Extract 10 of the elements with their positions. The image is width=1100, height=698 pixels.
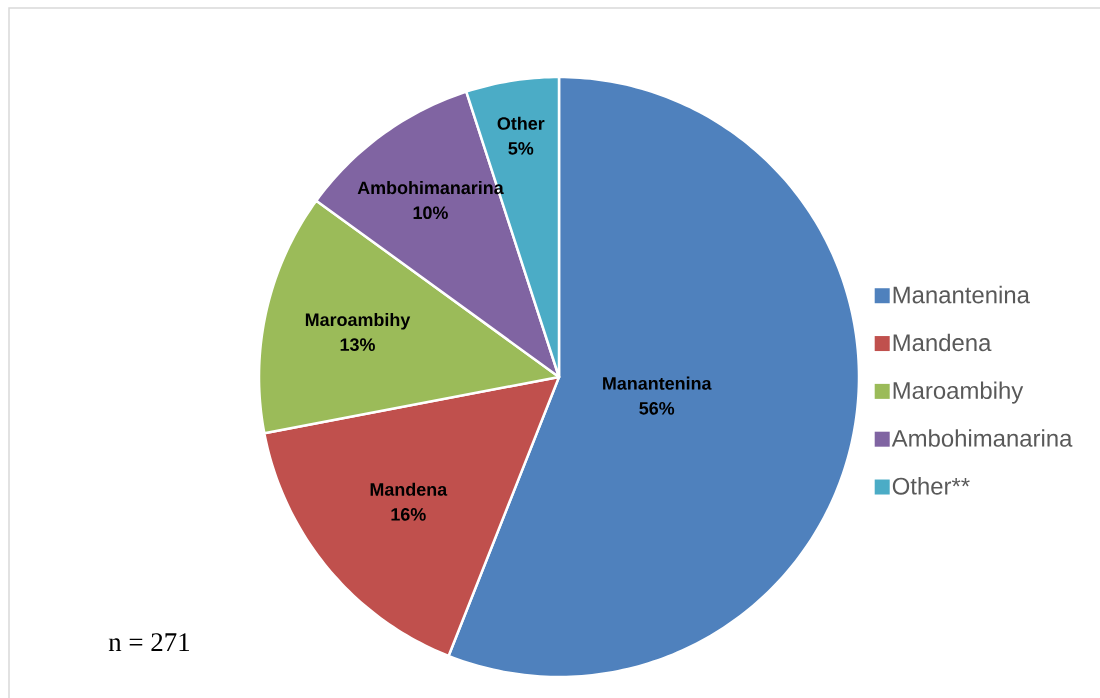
legend-label: Mandena	[893, 333, 992, 352]
data-label: Manantenina 56%	[603, 376, 712, 415]
legend-label: Manantenina	[893, 285, 1030, 304]
text: n = 271	[108, 633, 190, 651]
data-label: Other 5%	[497, 116, 545, 155]
data-label: Maroambihy 13%	[305, 312, 411, 352]
legend-label: Other**	[892, 477, 970, 495]
data-label: Mandena 16%	[370, 482, 448, 521]
legend-label: Maroambihy	[893, 381, 1024, 404]
legend-label: Ambohimanarina	[891, 429, 1073, 447]
